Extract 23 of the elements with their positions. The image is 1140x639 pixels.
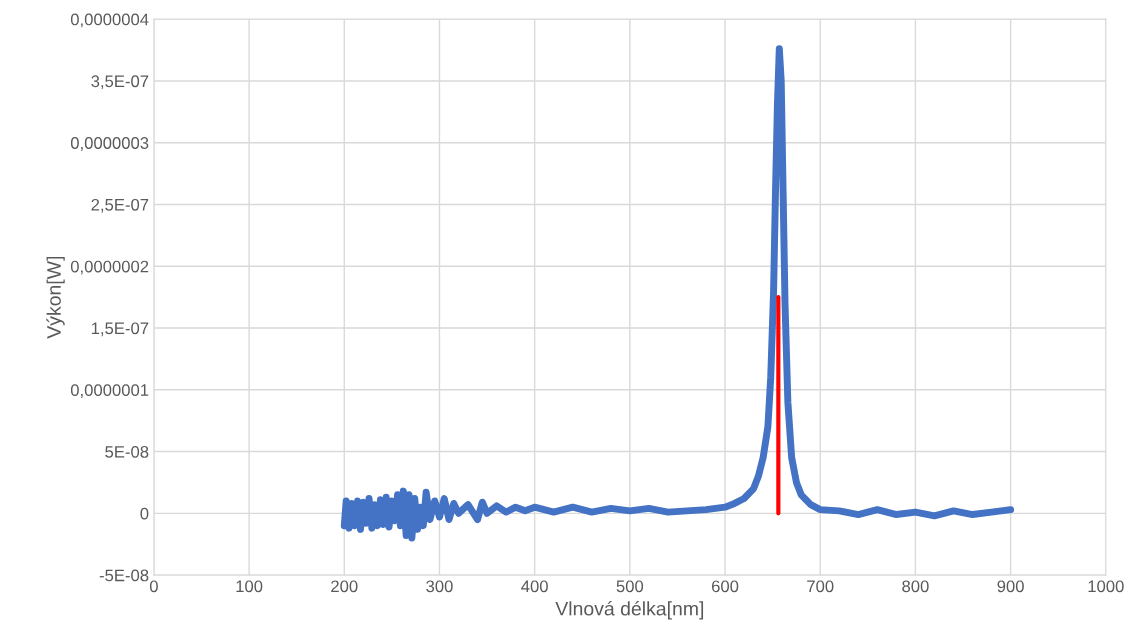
y-tick-label: 0,0000003 (70, 137, 149, 151)
y-tick-label: 0,0000004 (70, 13, 149, 28)
x-tick-label: 500 (616, 580, 644, 593)
x-tick-label: 400 (521, 580, 548, 593)
x-tick-label: 600 (711, 580, 739, 593)
y-tick-label: 0,0000002 (70, 260, 149, 275)
x-tick-label: 800 (902, 580, 929, 593)
y-tick-label: 1,5E-07 (91, 322, 149, 337)
x-tick-label: 900 (997, 580, 1024, 593)
y-tick-label: 3,5E-07 (91, 75, 149, 90)
x-tick-label: 300 (426, 580, 453, 593)
y-tick-label: 0,0000001 (70, 384, 149, 398)
x-tick-label: 700 (807, 580, 834, 593)
x-tick-label: 100 (236, 580, 263, 593)
y-tick-label: -5E-08 (99, 569, 149, 582)
y-axis-title: Výkon[W] (46, 256, 65, 339)
x-tick-label: 0 (149, 580, 158, 593)
x-axis-title: Vlnová délka[nm] (555, 601, 704, 620)
y-tick-label: 5E-08 (105, 445, 149, 458)
x-tick-label: 1000 (1088, 580, 1124, 593)
y-tick-label: 2,5E-07 (91, 198, 149, 213)
y-tick-label: 0 (140, 507, 149, 520)
x-tick-label: 200 (331, 580, 358, 593)
